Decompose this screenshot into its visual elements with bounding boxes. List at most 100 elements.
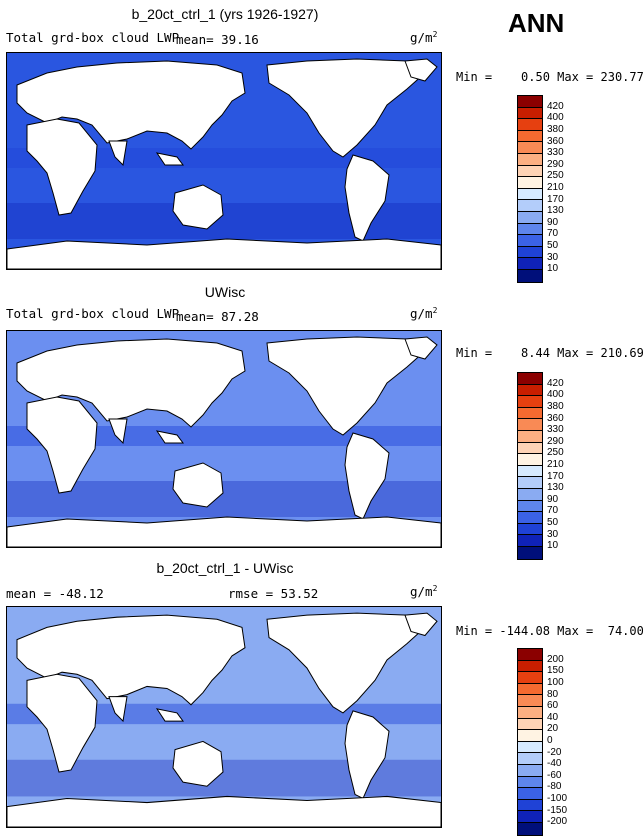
colorbar-label: 90 bbox=[547, 216, 559, 228]
colorbar-label: 130 bbox=[547, 482, 564, 494]
colorbar-label: 50 bbox=[547, 516, 559, 528]
colorbar-swatch bbox=[518, 730, 542, 742]
landmass bbox=[7, 516, 441, 547]
landmass bbox=[266, 336, 426, 436]
colorbar-swatch bbox=[518, 546, 542, 559]
colorbar-label: 10 bbox=[547, 263, 559, 275]
colorbar-label: 150 bbox=[547, 665, 564, 677]
panel-3-units: g/m2 bbox=[410, 584, 438, 600]
colorbar-label: 330 bbox=[547, 424, 564, 436]
panel-3-title: b_20ct_ctrl_1 - UWisc bbox=[156, 560, 294, 576]
colorbar-swatch bbox=[518, 235, 542, 247]
colorbar-label: 420 bbox=[547, 100, 564, 112]
colorbar-swatch bbox=[518, 523, 542, 536]
colorbar-swatch bbox=[518, 430, 542, 443]
colorbar-label: 210 bbox=[547, 181, 564, 193]
panel-1-colorbar-labels: 420 400 380 360 330 290 250 210 170 130 90 70 50 30 10 bbox=[547, 101, 564, 275]
colorbar-label: 420 bbox=[547, 377, 564, 389]
colorbar-label: 380 bbox=[547, 123, 564, 135]
landmass bbox=[16, 338, 246, 428]
colorbar-label: 200 bbox=[547, 653, 564, 665]
colorbar-swatch bbox=[518, 672, 542, 684]
colorbar-label: 40 bbox=[547, 711, 559, 723]
colorbar-label: 360 bbox=[547, 135, 564, 147]
panel-1-minmax: Min = 0.50 Max = 230.77 bbox=[456, 70, 643, 84]
panel-2-map bbox=[6, 330, 442, 548]
landmass bbox=[26, 673, 98, 773]
colorbar-label: -100 bbox=[547, 792, 568, 804]
colorbar-swatch bbox=[518, 258, 542, 270]
colorbar-label: 10 bbox=[547, 540, 559, 552]
landmass bbox=[404, 336, 438, 360]
colorbar-label: 330 bbox=[547, 147, 564, 159]
panel-3-map bbox=[6, 606, 442, 828]
landmass bbox=[266, 612, 426, 714]
panel-3-colorbar bbox=[517, 648, 543, 836]
colorbar-swatch bbox=[518, 500, 542, 513]
panel-2-colorbar-labels: 420 400 380 360 330 290 250 210 170 130 90 70 50 30 10 bbox=[547, 378, 564, 552]
panel-2-minmax: Min = 8.44 Max = 210.69 bbox=[456, 346, 643, 360]
landmass bbox=[172, 462, 224, 508]
colorbar-label: 80 bbox=[547, 688, 559, 700]
colorbar-label: 20 bbox=[547, 723, 559, 735]
colorbar-label: 60 bbox=[547, 700, 559, 712]
colorbar-label: 250 bbox=[547, 447, 564, 459]
colorbar-label: 290 bbox=[547, 158, 564, 170]
panel-1-title: b_20ct_ctrl_1 (yrs 1926-1927) bbox=[131, 6, 319, 22]
colorbar-label: 30 bbox=[547, 251, 559, 263]
colorbar-swatch bbox=[518, 223, 542, 236]
colorbar-label: -20 bbox=[547, 746, 562, 758]
landmass bbox=[16, 614, 246, 706]
landmass bbox=[155, 708, 184, 722]
colorbar-label: 130 bbox=[547, 205, 564, 217]
panel-1-colorbar bbox=[517, 95, 543, 283]
colorbar-swatch bbox=[518, 119, 542, 131]
colorbar-swatch bbox=[518, 373, 542, 385]
colorbar-swatch bbox=[518, 741, 542, 754]
colorbar-swatch bbox=[518, 107, 542, 120]
colorbar-swatch bbox=[518, 246, 542, 259]
colorbar-label: 50 bbox=[547, 239, 559, 251]
colorbar-swatch bbox=[518, 200, 542, 212]
colorbar-label: 400 bbox=[547, 112, 564, 124]
colorbar-swatch bbox=[518, 799, 542, 812]
colorbar-swatch bbox=[518, 442, 542, 455]
landmass bbox=[26, 118, 98, 216]
panel-3-colorbar-labels: 200 150 100 80 60 40 20 0 -20 -40 -60 -80 -100 -150 -2… bbox=[547, 654, 567, 828]
colorbar-label: 0 bbox=[547, 734, 553, 746]
colorbar-swatch bbox=[518, 465, 542, 478]
colorbar-swatch bbox=[518, 419, 542, 431]
landmass bbox=[172, 184, 224, 230]
colorbar-swatch bbox=[518, 142, 542, 154]
panel-2-units: g/m2 bbox=[410, 306, 438, 322]
landmass bbox=[108, 140, 128, 167]
colorbar-swatch bbox=[518, 660, 542, 673]
panel-2-mean: mean= 87.28 bbox=[176, 309, 259, 324]
panel-3-rmse: rmse = 53.52 bbox=[228, 586, 319, 601]
colorbar-swatch bbox=[518, 811, 542, 823]
colorbar-swatch bbox=[518, 407, 542, 420]
landmass bbox=[7, 795, 441, 827]
panel-2-title: UWisc bbox=[204, 284, 246, 300]
colorbar-swatch bbox=[518, 269, 542, 282]
colorbar-swatch bbox=[518, 764, 542, 777]
colorbar-label: 100 bbox=[547, 676, 564, 688]
colorbar-swatch bbox=[518, 683, 542, 696]
colorbar-swatch bbox=[518, 454, 542, 466]
panel-2-colorbar bbox=[517, 372, 543, 560]
colorbar-swatch bbox=[518, 822, 542, 835]
colorbar-label: 90 bbox=[547, 493, 559, 505]
colorbar-label: -60 bbox=[547, 769, 562, 781]
landmass bbox=[155, 430, 184, 444]
colorbar-label: -150 bbox=[547, 804, 568, 816]
panel-2-left-label: Total grd-box cloud LWP bbox=[6, 306, 180, 321]
colorbar-swatch bbox=[518, 396, 542, 408]
landmass bbox=[16, 60, 246, 150]
colorbar-swatch bbox=[518, 706, 542, 719]
colorbar-label: -200 bbox=[547, 816, 568, 828]
landmass bbox=[155, 152, 184, 166]
panel-1-map bbox=[6, 52, 442, 270]
colorbar-label: 290 bbox=[547, 435, 564, 447]
colorbar-swatch bbox=[518, 153, 542, 166]
colorbar-swatch bbox=[518, 788, 542, 800]
